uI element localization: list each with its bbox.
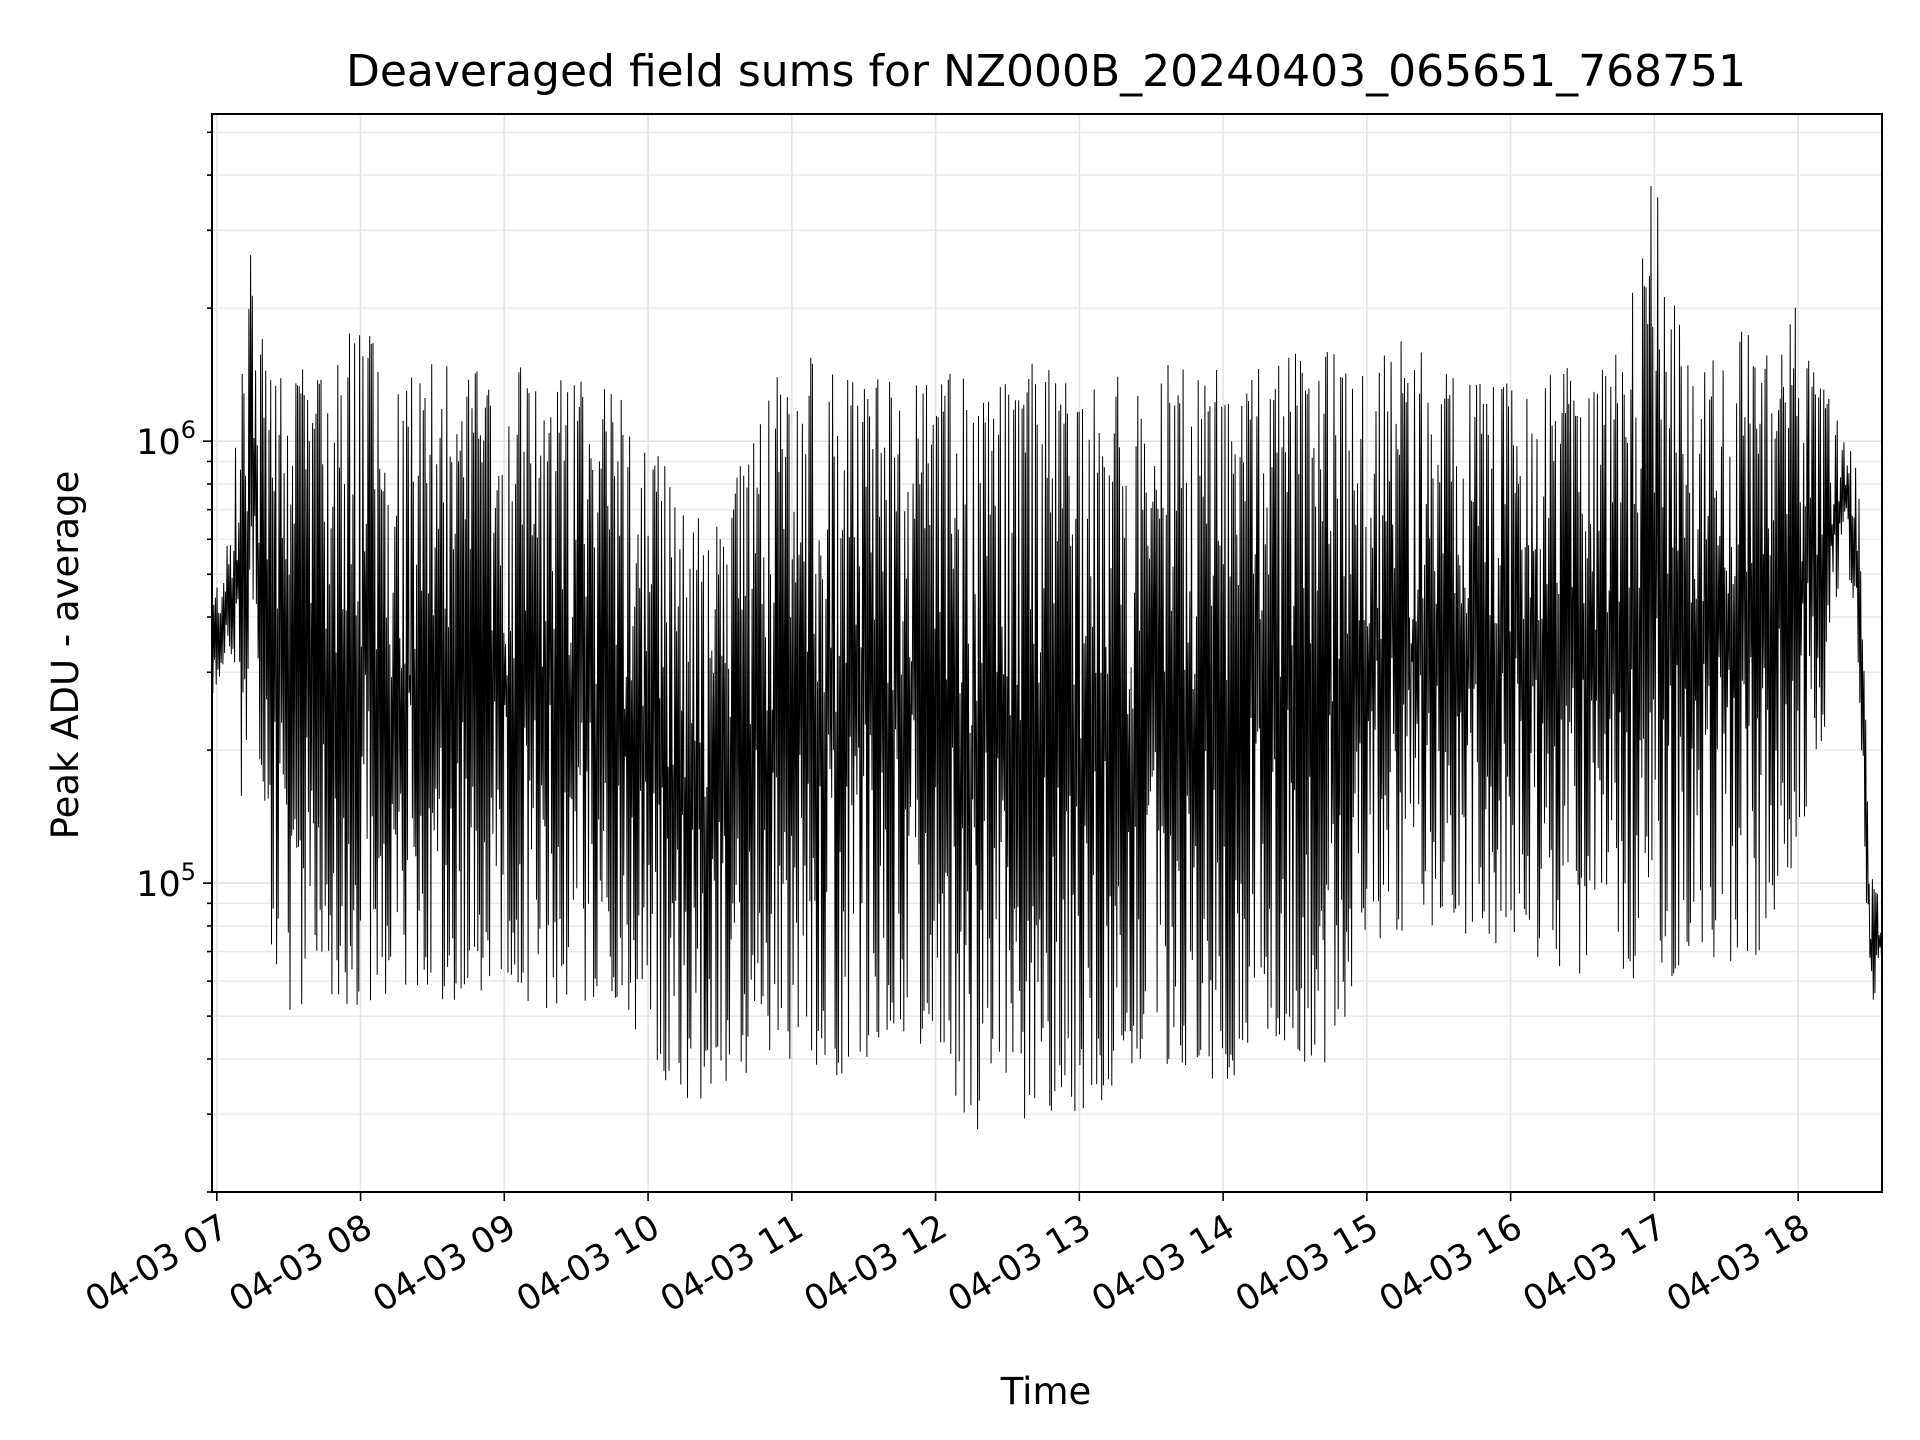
y-axis-label: Peak ADU - average <box>44 471 87 840</box>
x-axis-label: Time <box>1000 1370 1092 1413</box>
chart-title: Deaveraged field sums for NZ000B_2024040… <box>346 46 1746 97</box>
data-layer <box>211 185 1883 1130</box>
y-tick-label: 106 <box>136 416 196 463</box>
y-tick-label: 105 <box>136 858 196 905</box>
plot-frame <box>211 113 1883 1193</box>
series-line <box>211 185 1883 1130</box>
